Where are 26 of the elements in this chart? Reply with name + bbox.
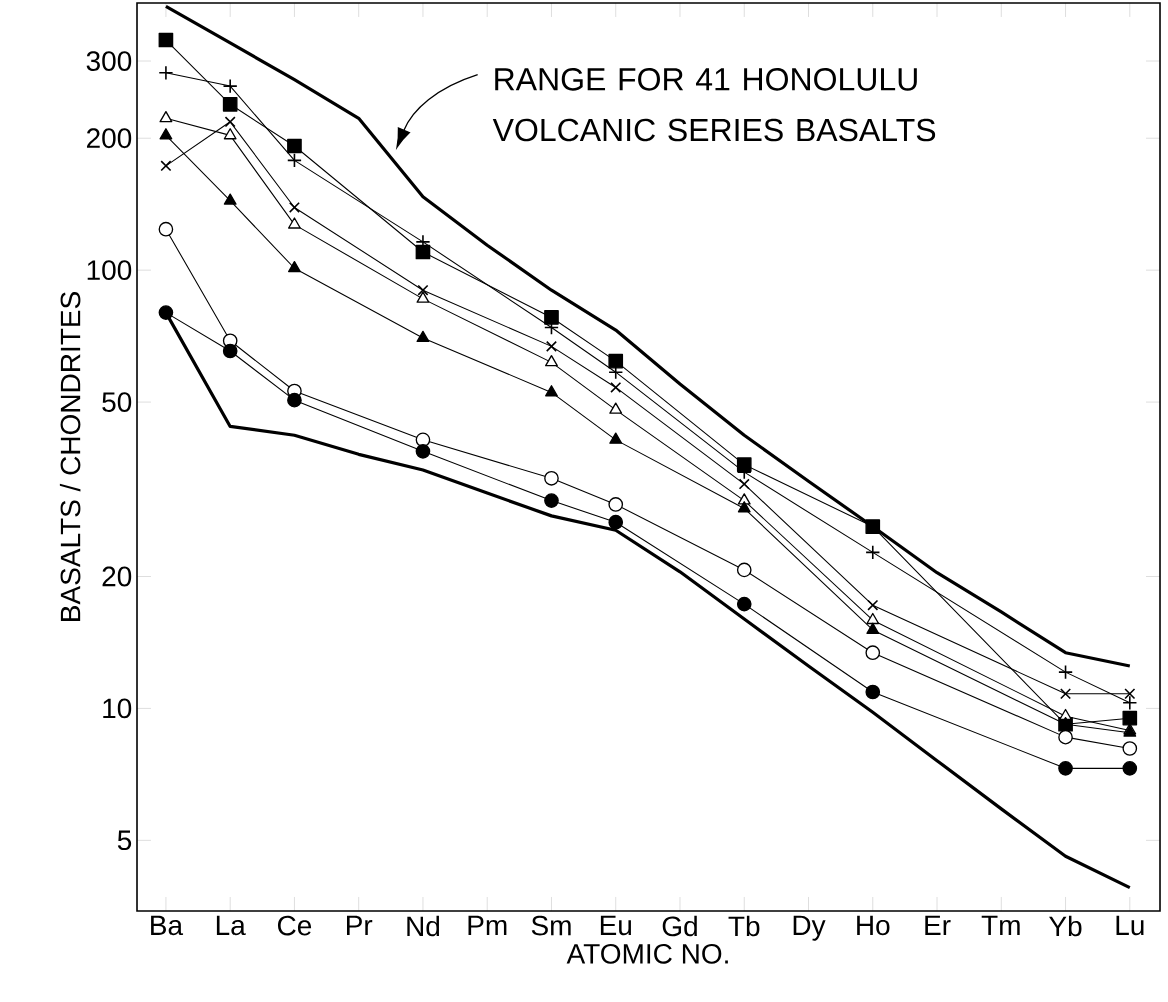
x-tick-label: Sm — [531, 915, 571, 936]
x-tick-label: Pm — [468, 915, 507, 935]
y-tick-label: 50 — [102, 392, 132, 412]
x-tick-label: Er — [925, 915, 951, 935]
y-axis-title: BASALTS / CHONDRITES — [59, 292, 81, 621]
x-tick-label: Pr — [347, 915, 373, 935]
x-tick-label: Yb — [1049, 915, 1082, 937]
annotation: RANGE FOR 41 HONOLULU VOLCANIC SERIES BASALTS — [492, 68, 936, 142]
y-tick-label: 20 — [102, 566, 132, 587]
x-tick-label: Nd — [407, 915, 440, 937]
x-tick-label: Tm — [981, 915, 1020, 935]
y-tick-label: 300 — [86, 51, 132, 71]
x-tick-label: Ho — [857, 915, 890, 936]
x-tick-label: Lu — [1116, 915, 1144, 936]
x-tick-label: Ce — [277, 915, 312, 936]
y-tick-label: 200 — [86, 128, 132, 149]
x-tick-label: La — [216, 915, 246, 936]
y-tick-label: 100 — [87, 260, 132, 281]
x-tick-label: Ba — [151, 915, 184, 936]
x-tick-label: Dy — [793, 915, 826, 941]
y-tick-label: 10 — [103, 698, 132, 719]
x-tick-label: Gd — [662, 915, 697, 937]
x-tick-label: Tb — [728, 915, 760, 937]
y-tick-label: 5 — [117, 830, 132, 851]
x-tick-label: Eu — [600, 915, 631, 936]
x-axis-title: ATOMIC NO. — [566, 943, 728, 964]
